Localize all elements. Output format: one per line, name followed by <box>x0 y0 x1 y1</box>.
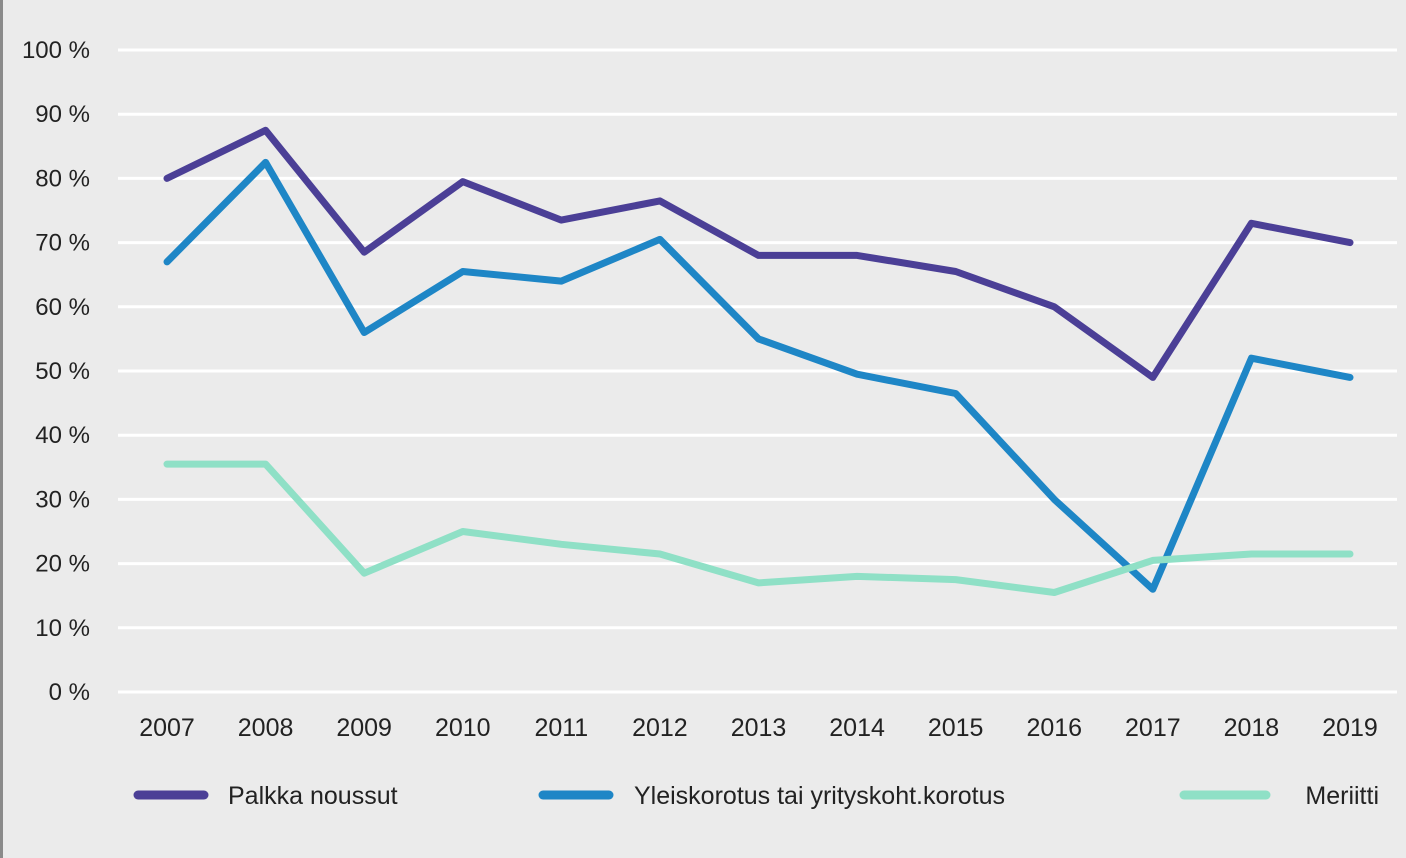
y-axis: 0 % 10 % 20 % 30 % 40 % 50 % 60 % 70 % 80 % 90 % 1… <box>22 37 90 706</box>
legend: Palkka noussut Yleiskorotus tai yrityskoh… <box>133 782 1379 810</box>
legend-item: Palkka noussut <box>133 782 398 810</box>
left-edge-border <box>0 0 3 858</box>
series-lines <box>163 126 1354 596</box>
x-tick-label: 2009 <box>336 714 392 742</box>
x-tick-label: 2017 <box>1125 714 1181 742</box>
x-tick-label: 2016 <box>1026 714 1082 742</box>
x-tick-label: 2018 <box>1224 714 1280 742</box>
y-tick-label: 70 % <box>35 230 90 257</box>
y-tick-label: 40 % <box>35 422 90 449</box>
y-tick-label: 90 % <box>35 101 90 128</box>
y-tick-label: 50 % <box>35 358 90 385</box>
legend-label: Yleiskorotus tai yrityskoht.korotus <box>634 782 1005 810</box>
x-tick-label: 2012 <box>632 714 688 742</box>
x-tick-label: 2013 <box>731 714 787 742</box>
x-tick-label: 2010 <box>435 714 491 742</box>
x-tick-label: 2008 <box>238 714 294 742</box>
y-tick-label: 20 % <box>35 551 90 578</box>
y-tick-label: 30 % <box>35 486 90 513</box>
y-tick-label: 60 % <box>35 294 90 321</box>
gridlines <box>118 48 1397 694</box>
y-tick-label: 100 % <box>22 37 90 64</box>
x-axis: 2007 2008 2009 2010 2011 2012 2013 2014 2015 2016… <box>139 714 1378 742</box>
x-tick-label: 2019 <box>1322 714 1378 742</box>
x-tick-label: 2007 <box>139 714 195 742</box>
legend-label: Meriitti <box>1305 782 1379 810</box>
x-tick-label: 2015 <box>928 714 984 742</box>
series-line-3 <box>163 460 1354 596</box>
legend-label: Palkka noussut <box>228 782 398 810</box>
y-tick-label: 10 % <box>35 615 90 642</box>
x-tick-label: 2011 <box>534 714 588 742</box>
legend-item: Meriitti <box>1179 782 1379 810</box>
y-tick-label: 0 % <box>49 679 90 706</box>
y-tick-label: 80 % <box>35 165 90 192</box>
legend-item: Yleiskorotus tai yrityskoht.korotus <box>538 782 1005 810</box>
x-tick-label: 2014 <box>829 714 885 742</box>
